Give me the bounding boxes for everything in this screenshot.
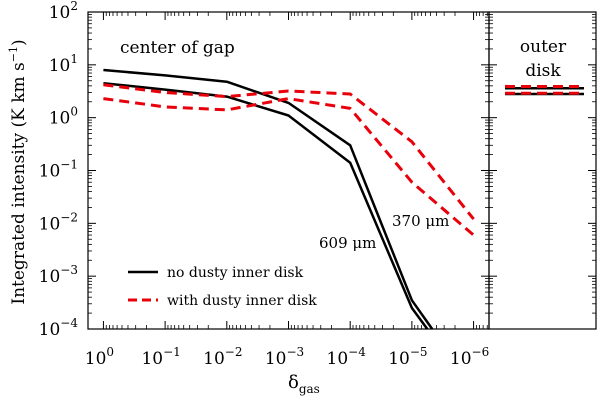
y-tick-labels: 102 101 100 10−1 10−2 10−3 10−4 <box>39 0 79 340</box>
y-axis-label-close: ) <box>9 39 29 46</box>
y-tick-label: 10−3 <box>39 263 78 287</box>
x-tick-label: 10−3 <box>265 345 304 369</box>
axis-ticks <box>88 12 596 329</box>
outer-disk-lines <box>505 84 584 96</box>
series-lines <box>103 68 475 330</box>
legend-label-with-dusty: with dusty inner disk <box>167 293 317 309</box>
x-axis-label-subscript: gas <box>299 382 320 396</box>
annotation-disk: disk <box>525 61 561 81</box>
main-plot-frame <box>87 11 490 330</box>
x-tick-label: 10−4 <box>327 345 367 369</box>
label-609-micron: 609 μm <box>319 234 376 252</box>
x-tick-labels: 100 10−1 10−2 10−3 10−4 10−5 10−6 <box>85 345 489 369</box>
y-axis-label-exponent: −1 <box>7 46 20 62</box>
y-tick-label: 101 <box>49 52 78 76</box>
annotation-center-of-gap: center of gap <box>120 38 235 58</box>
legend-label-no-dusty: no dusty inner disk <box>167 265 304 281</box>
y-axis-label: Integrated intensity (K km s−1) <box>7 39 29 304</box>
y-tick-label: 10−2 <box>39 210 78 234</box>
series-line-3 <box>103 97 475 237</box>
label-370-micron: 370 μm <box>392 212 449 230</box>
x-axis-label-main: δ <box>288 372 299 393</box>
x-tick-label: 100 <box>85 345 114 369</box>
y-tick-label: 100 <box>49 105 78 129</box>
outer-disk-panel-frame <box>488 11 597 330</box>
legend: no dusty inner disk with dusty inner dis… <box>128 265 317 309</box>
y-tick-label: 10−1 <box>39 158 78 182</box>
y-tick-label: 102 <box>49 0 78 23</box>
x-axis-label: δgas <box>288 372 320 396</box>
x-tick-label: 10−5 <box>388 345 427 369</box>
y-tick-label: 10−4 <box>39 316 79 340</box>
annotation-outer: outer <box>520 37 567 57</box>
x-tick-label: 10−6 <box>450 345 489 369</box>
x-tick-label: 10−1 <box>141 345 180 369</box>
y-axis-label-main: Integrated intensity (K km s <box>9 62 29 304</box>
series-line-2 <box>103 83 475 221</box>
x-tick-label: 10−2 <box>203 345 242 369</box>
series-line-1 <box>103 81 429 330</box>
series-line-0 <box>103 68 434 330</box>
